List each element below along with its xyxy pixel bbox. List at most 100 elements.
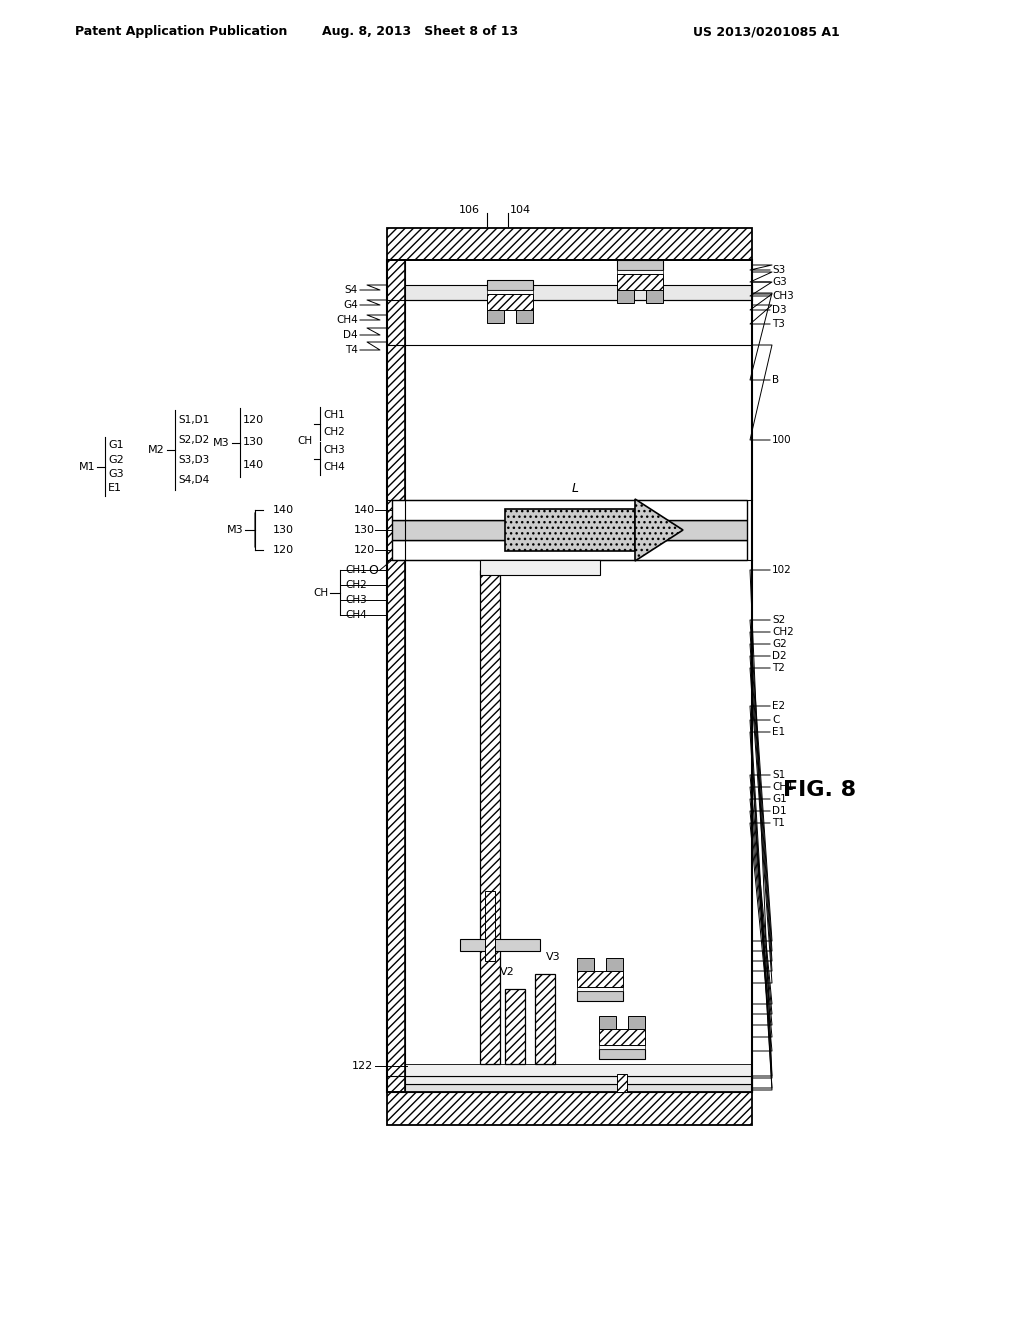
Text: S3: S3 xyxy=(772,265,785,275)
Text: C: C xyxy=(772,715,779,725)
Text: E1: E1 xyxy=(772,727,785,737)
Text: 130: 130 xyxy=(273,525,294,535)
Text: S4: S4 xyxy=(345,285,358,294)
Text: G2: G2 xyxy=(772,639,786,649)
Bar xyxy=(392,520,746,540)
Text: CH3: CH3 xyxy=(345,595,367,605)
Text: 106: 106 xyxy=(459,205,480,215)
Text: CH3: CH3 xyxy=(323,445,345,455)
Bar xyxy=(505,510,635,550)
Text: 130: 130 xyxy=(354,525,375,535)
Bar xyxy=(387,228,752,260)
Text: CH: CH xyxy=(313,587,328,598)
Text: FIG. 8: FIG. 8 xyxy=(783,780,856,800)
Bar xyxy=(577,972,623,987)
Text: G3: G3 xyxy=(108,469,124,479)
Bar xyxy=(617,275,663,290)
Bar xyxy=(485,891,495,961)
Text: CH2: CH2 xyxy=(772,627,794,638)
Bar xyxy=(387,1092,752,1125)
Text: 102: 102 xyxy=(772,565,792,576)
Text: 140: 140 xyxy=(354,506,375,515)
Text: US 2013/0201085 A1: US 2013/0201085 A1 xyxy=(693,25,840,38)
Bar xyxy=(387,285,752,300)
Bar xyxy=(577,987,623,991)
Text: S2,D2: S2,D2 xyxy=(178,436,209,445)
Text: 122: 122 xyxy=(352,1061,373,1071)
Bar xyxy=(617,260,663,271)
Text: CH4: CH4 xyxy=(336,315,358,325)
Text: CH2: CH2 xyxy=(345,579,367,590)
Bar xyxy=(617,271,663,275)
Text: CH3: CH3 xyxy=(772,290,794,301)
Text: G1: G1 xyxy=(772,795,786,804)
Text: 104: 104 xyxy=(510,205,531,215)
Text: CH1: CH1 xyxy=(772,781,794,792)
Text: 120: 120 xyxy=(273,545,294,554)
Text: D4: D4 xyxy=(343,330,358,341)
Text: CH4: CH4 xyxy=(345,610,367,620)
Text: 100: 100 xyxy=(772,436,792,445)
Text: B: B xyxy=(772,375,779,385)
Text: 120: 120 xyxy=(354,545,375,554)
Bar xyxy=(487,280,534,290)
Text: S4,D4: S4,D4 xyxy=(178,475,209,484)
Bar xyxy=(599,1049,645,1059)
Text: E1: E1 xyxy=(108,483,122,492)
Text: Aug. 8, 2013   Sheet 8 of 13: Aug. 8, 2013 Sheet 8 of 13 xyxy=(322,25,518,38)
Bar xyxy=(577,958,594,972)
Bar xyxy=(535,974,555,1064)
Bar xyxy=(387,1076,752,1084)
Text: G1: G1 xyxy=(108,440,124,450)
Text: D3: D3 xyxy=(772,305,786,315)
Bar xyxy=(392,540,746,560)
Bar xyxy=(392,500,746,520)
Bar xyxy=(606,958,623,972)
Bar xyxy=(487,310,504,323)
Bar xyxy=(387,1064,752,1076)
Text: T3: T3 xyxy=(772,319,784,329)
Bar xyxy=(387,1084,752,1092)
Bar xyxy=(617,1074,627,1092)
Bar xyxy=(646,290,663,304)
Bar xyxy=(628,1016,645,1030)
Text: O: O xyxy=(368,564,378,577)
Text: 130: 130 xyxy=(243,437,264,447)
Bar xyxy=(617,290,634,304)
Bar xyxy=(387,260,406,1092)
Bar xyxy=(480,570,500,1064)
Bar xyxy=(516,310,534,323)
Text: 120: 120 xyxy=(243,414,264,425)
Bar xyxy=(487,290,534,294)
Polygon shape xyxy=(635,499,683,561)
Text: E2: E2 xyxy=(772,701,785,711)
Text: T2: T2 xyxy=(772,663,784,673)
Text: M2: M2 xyxy=(148,445,165,455)
Text: CH2: CH2 xyxy=(323,426,345,437)
Text: CH1: CH1 xyxy=(345,565,367,576)
Bar xyxy=(487,294,534,310)
Text: S1,D1: S1,D1 xyxy=(178,414,209,425)
Text: S3,D3: S3,D3 xyxy=(178,455,209,465)
Bar xyxy=(577,991,623,1001)
Text: T1: T1 xyxy=(772,818,784,828)
Bar xyxy=(505,989,525,1064)
Text: D2: D2 xyxy=(772,651,786,661)
Text: S1: S1 xyxy=(772,770,785,780)
Bar xyxy=(599,1030,645,1045)
Text: V1: V1 xyxy=(453,548,467,558)
Text: CH: CH xyxy=(297,436,312,446)
Text: D1: D1 xyxy=(772,807,786,816)
Text: V3: V3 xyxy=(546,952,560,962)
Text: 140: 140 xyxy=(273,506,294,515)
Bar xyxy=(460,939,540,950)
Text: M3: M3 xyxy=(226,525,243,535)
Text: CH1: CH1 xyxy=(323,411,345,420)
Text: L: L xyxy=(571,482,579,495)
Text: CH4: CH4 xyxy=(323,462,345,473)
Bar xyxy=(599,1045,645,1049)
Bar xyxy=(599,1016,616,1030)
Text: Patent Application Publication: Patent Application Publication xyxy=(75,25,288,38)
Text: M1: M1 xyxy=(79,462,95,471)
Text: S2: S2 xyxy=(772,615,785,624)
